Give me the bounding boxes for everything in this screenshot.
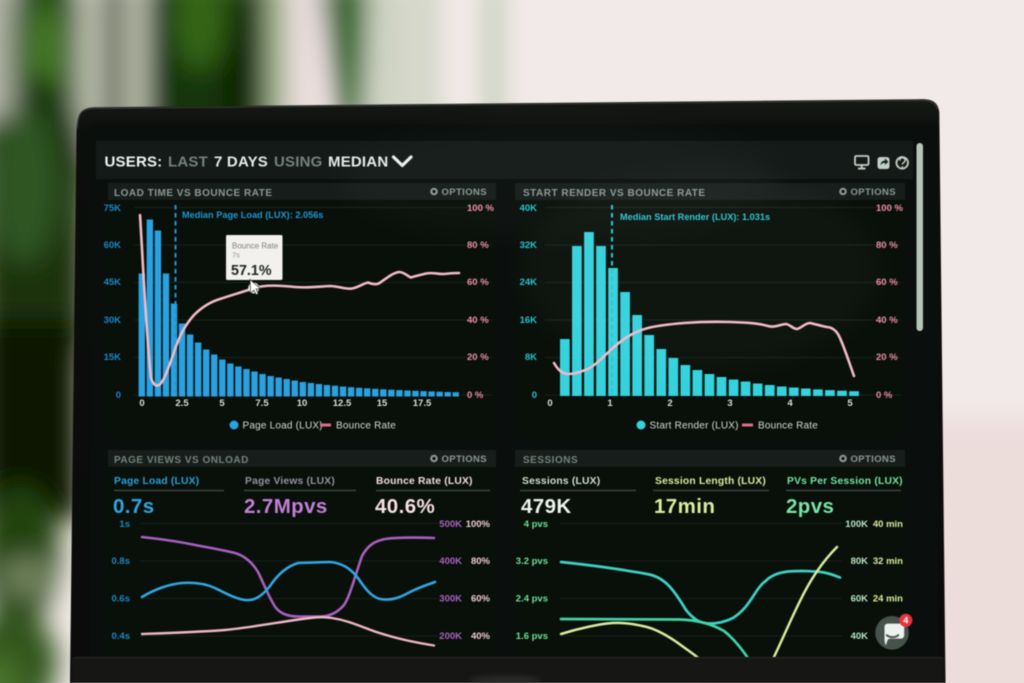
svg-text:12.5: 12.5	[333, 398, 352, 409]
svg-text:2.4 pvs: 2.4 pvs	[516, 594, 548, 605]
svg-text:Page Views (LUX): Page Views (LUX)	[245, 476, 335, 487]
svg-text:Bounce Rate: Bounce Rate	[758, 421, 818, 432]
svg-text:1: 1	[607, 398, 613, 409]
svg-text:OPTIONS: OPTIONS	[441, 187, 487, 198]
svg-text:2.5: 2.5	[175, 398, 189, 409]
svg-text:1s: 1s	[119, 519, 130, 530]
svg-text:40K: 40K	[851, 631, 869, 642]
svg-text:15: 15	[377, 398, 388, 409]
svg-text:400K: 400K	[439, 556, 462, 567]
svg-text:USING: USING	[274, 154, 323, 171]
svg-text:40 %: 40 %	[876, 315, 898, 326]
svg-text:0.4s: 0.4s	[112, 631, 131, 642]
svg-text:500K: 500K	[439, 519, 462, 530]
svg-text:USERS:: USERS:	[105, 154, 163, 171]
svg-text:3: 3	[727, 398, 732, 409]
svg-text:1.6 pvs: 1.6 pvs	[516, 631, 548, 642]
svg-text:SESSIONS: SESSIONS	[523, 455, 578, 466]
svg-text:2pvs: 2pvs	[786, 495, 834, 518]
svg-text:LOAD TIME VS BOUNCE RATE: LOAD TIME VS BOUNCE RATE	[114, 188, 272, 199]
svg-text:7s: 7s	[232, 251, 240, 260]
svg-text:4 pvs: 4 pvs	[524, 519, 548, 530]
svg-text:17min: 17min	[654, 495, 715, 518]
svg-text:0: 0	[532, 390, 537, 401]
svg-text:Median Start Render (LUX): 1.0: Median Start Render (LUX): 1.031s	[620, 212, 770, 222]
svg-text:0 %: 0 %	[467, 390, 484, 401]
svg-text:20 %: 20 %	[467, 352, 489, 363]
svg-text:LAST: LAST	[168, 154, 208, 171]
svg-text:0: 0	[139, 398, 144, 409]
svg-text:80K: 80K	[851, 556, 869, 567]
svg-text:OPTIONS: OPTIONS	[850, 187, 896, 198]
svg-text:479K: 479K	[521, 495, 572, 518]
svg-text:4: 4	[787, 398, 793, 409]
svg-text:Bounce Rate: Bounce Rate	[336, 421, 396, 432]
svg-text:40 min: 40 min	[873, 519, 903, 530]
svg-text:20 %: 20 %	[876, 352, 898, 363]
svg-text:45K: 45K	[104, 277, 122, 288]
svg-text:75K: 75K	[104, 203, 122, 214]
svg-text:0.7s: 0.7s	[113, 495, 155, 518]
svg-text:3.2 pvs: 3.2 pvs	[516, 556, 548, 567]
svg-text:100 %: 100 %	[876, 203, 903, 214]
svg-text:4: 4	[903, 616, 908, 626]
svg-text:2.7Mpvs: 2.7Mpvs	[244, 495, 328, 518]
svg-text:START RENDER VS BOUNCE RATE: START RENDER VS BOUNCE RATE	[523, 188, 706, 199]
svg-text:40K: 40K	[520, 203, 538, 214]
svg-text:Page Load (LUX): Page Load (LUX)	[243, 421, 323, 432]
svg-text:PAGE VIEWS VS ONLOAD: PAGE VIEWS VS ONLOAD	[114, 455, 249, 466]
svg-text:5: 5	[219, 398, 225, 409]
svg-text:60K: 60K	[851, 594, 869, 605]
svg-text:60 %: 60 %	[467, 277, 489, 288]
svg-text:40.6%: 40.6%	[375, 495, 435, 518]
svg-text:MEDIAN: MEDIAN	[328, 154, 388, 171]
svg-text:2: 2	[667, 398, 672, 409]
svg-text:60K: 60K	[104, 240, 122, 251]
svg-text:Bounce Rate: Bounce Rate	[232, 242, 279, 251]
svg-text:32K: 32K	[520, 240, 538, 251]
svg-text:57.1%: 57.1%	[231, 263, 272, 279]
svg-text:200K: 200K	[439, 631, 462, 642]
svg-text:0: 0	[116, 390, 121, 401]
svg-text:60 %: 60 %	[876, 277, 898, 288]
svg-text:30K: 30K	[104, 315, 122, 326]
svg-text:10: 10	[297, 398, 308, 409]
svg-text:7 DAYS: 7 DAYS	[214, 154, 268, 171]
svg-text:8K: 8K	[525, 352, 537, 363]
svg-text:100 %: 100 %	[467, 203, 494, 214]
svg-text:100K: 100K	[845, 519, 868, 530]
svg-text:0.8s: 0.8s	[112, 556, 131, 567]
svg-text:16K: 16K	[520, 315, 538, 326]
svg-text:0.6s: 0.6s	[112, 594, 131, 605]
svg-text:Median Page Load (LUX): 2.056s: Median Page Load (LUX): 2.056s	[182, 210, 323, 220]
svg-text:24K: 24K	[520, 277, 538, 288]
svg-text:Sessions (LUX): Sessions (LUX)	[522, 476, 600, 487]
svg-text:OPTIONS: OPTIONS	[441, 454, 487, 465]
svg-text:40 %: 40 %	[467, 315, 489, 326]
svg-text:OPTIONS: OPTIONS	[850, 454, 896, 465]
svg-text:Start Render (LUX): Start Render (LUX)	[650, 421, 739, 432]
svg-text:80%: 80%	[471, 556, 491, 567]
svg-text:Session Length (LUX): Session Length (LUX)	[655, 476, 766, 487]
svg-text:PVs Per Session (LUX): PVs Per Session (LUX)	[787, 476, 903, 487]
svg-text:40%: 40%	[471, 631, 491, 642]
svg-text:5: 5	[847, 398, 853, 409]
svg-text:17.5: 17.5	[413, 398, 432, 409]
svg-text:Page Load (LUX): Page Load (LUX)	[114, 476, 199, 487]
svg-text:300K: 300K	[439, 594, 462, 605]
svg-text:100%: 100%	[466, 519, 491, 530]
svg-text:Bounce Rate (LUX): Bounce Rate (LUX)	[376, 476, 473, 487]
svg-text:7.5: 7.5	[255, 398, 269, 409]
svg-text:0: 0	[547, 398, 552, 409]
svg-text:24 min: 24 min	[873, 594, 903, 605]
svg-text:80 %: 80 %	[876, 240, 898, 251]
svg-text:0 %: 0 %	[876, 390, 893, 401]
svg-text:15K: 15K	[104, 352, 122, 363]
svg-text:60%: 60%	[471, 594, 491, 605]
svg-text:32 min: 32 min	[873, 556, 903, 567]
svg-text:80 %: 80 %	[467, 240, 489, 251]
